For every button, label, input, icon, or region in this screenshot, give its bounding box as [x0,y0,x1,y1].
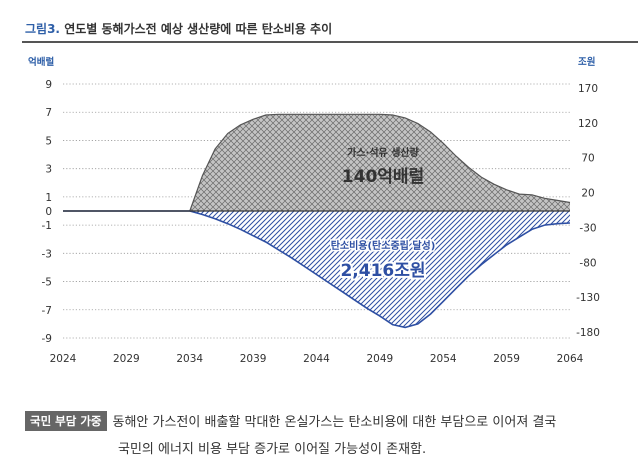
note-box: 국민 부담 가중 동해안 가스전이 배출할 막대한 온실가스는 탄소비용에 대한 … [25,409,637,463]
series-area-0 [63,114,570,211]
x-tick-label: 2054 [430,353,457,365]
left-axis-unit: 억배럴 [28,56,54,68]
series-line-0 [63,113,571,212]
right-tick-label: 20 [581,188,594,200]
left-tick-label: -1 [42,220,52,232]
title-divider [22,41,638,43]
left-tick-label: -5 [42,277,52,289]
left-tick-label: 3 [45,164,52,176]
note-text-1: 동해안 가스전이 배출할 막대한 온실가스는 탄소비용에 대한 부담으로 이어져… [112,415,557,430]
right-tick-label: 120 [578,118,598,130]
x-tick-label: 2064 [557,353,584,365]
areas [63,113,571,329]
left-tick-label: -9 [42,333,52,345]
series-total-label: 140억배럴 [342,167,424,187]
series-total-label: 2,416조원 [340,261,425,281]
right-tick-label: 170 [578,83,598,95]
figure-number: 그림3. [25,22,60,36]
note-line-1: 국민 부담 가중 동해안 가스전이 배출할 막대한 온실가스는 탄소비용에 대한 … [25,409,637,436]
right-tick-label: -80 [579,257,596,269]
left-tick-label: 1 [45,192,52,204]
tick-labels: 9 7 5 3 1 0 -1 -3 -5 -7 -9 170 120 70 20 -30 -80 -130 -180… [42,79,600,365]
left-tick-label: -3 [42,248,52,260]
series-name-label: 가스·석유 생산량 [347,146,419,159]
series-name-label: 탄소비용(탄소중립 달성) [331,239,436,252]
left-tick-label: 0 [45,206,52,218]
x-tick-label: 2059 [493,353,520,365]
figure-title-text: 연도별 동해가스전 예상 생산량에 따른 탄소비용 추이 [64,22,333,36]
x-tick-label: 2024 [50,353,77,365]
x-tick-label: 2039 [240,353,267,365]
left-tick-label: 9 [45,79,52,91]
series-line-1 [63,210,571,329]
note-line-2: 국민의 에너지 비용 부담 증가로 이어질 가능성이 존재함. [118,442,427,457]
x-tick-label: 2044 [303,353,330,365]
chart: 억배럴 조원 9 7 5 3 1 0 -1 -3 -5 -7 -9 170 120 70 20 -30 -80 -… [28,56,600,365]
left-tick-label: 7 [45,107,52,119]
x-tick-label: 2034 [176,353,203,365]
left-tick-label: -7 [42,305,52,317]
series-area-1 [63,211,570,328]
left-tick-label: 5 [45,135,52,147]
x-tick-label: 2029 [113,353,140,365]
figure-title: 그림3. 연도별 동해가스전 예상 생산량에 따른 탄소비용 추이 [25,20,332,37]
right-axis-unit: 조원 [578,56,595,68]
right-tick-label: -180 [576,327,600,339]
right-tick-label: 70 [581,153,594,165]
x-tick-label: 2049 [367,353,394,365]
right-tick-label: -130 [576,292,600,304]
right-tick-label: -30 [579,222,596,234]
note-badge: 국민 부담 가중 [25,411,107,431]
